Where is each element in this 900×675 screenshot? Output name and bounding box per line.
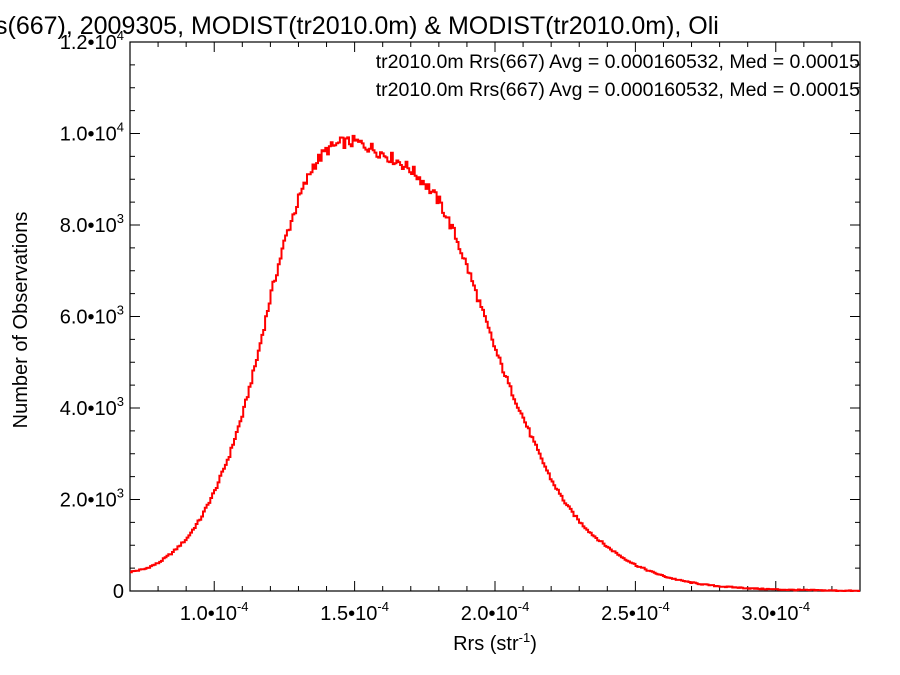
plot-border [129, 41, 861, 592]
legend-entry-black: tr2010.0m Rrs(667) Avg = 0.000160532, Me… [376, 51, 860, 73]
x-tick-exponent: -4 [237, 599, 249, 614]
plot-area [129, 41, 861, 592]
x-tick-exponent: -4 [799, 599, 811, 614]
x-tick-exponent: -4 [518, 599, 530, 614]
y-axis-title: Number of Observations [10, 212, 32, 429]
y-axis: 0 2.0•103 4.0•103 6.0•103 8.0•103 1.0•104 1.2•… [60, 28, 860, 603]
x-axis-title-main: Rrs (str [453, 633, 519, 655]
y-tick-exponent: 3 [117, 486, 124, 501]
series-layer [130, 134, 860, 592]
y-tick-label: 8.0•103 [60, 211, 124, 237]
x-tick-label: 1.0•10-4 [180, 599, 249, 625]
y-tick-label: 1.0•104 [60, 120, 124, 146]
y-tick-label: 4.0•103 [60, 394, 124, 420]
y-tick-exponent: 3 [117, 394, 124, 409]
y-tick-exponent: 3 [117, 211, 124, 226]
x-tick-exponent: -4 [658, 599, 670, 614]
chart-title: s(667), 2009305, MODIST(tr2010.0m) & MOD… [0, 12, 719, 40]
x-tick-label: 3.0•10-4 [741, 599, 810, 625]
x-tick-label: 1.5•10-4 [320, 599, 389, 625]
y-tick-label: 2.0•103 [60, 486, 124, 512]
y-tick-label: 6.0•103 [60, 303, 124, 329]
y-tick-exponent: 4 [117, 120, 124, 135]
x-axis: 1.0•10-4 1.5•10-4 2.0•10-4 2.5•10-4 3.0•10-4 [129, 42, 861, 625]
x-axis-title-close: ) [530, 633, 537, 655]
x-axis-title: Rrs (str-1) [453, 630, 537, 655]
x-tick-label: 2.5•10-4 [601, 599, 670, 625]
y-tick-exponent: 4 [117, 28, 124, 43]
x-tick-label: 2.0•10-4 [461, 599, 530, 625]
histogram-series-0 [130, 134, 860, 592]
legend-entry-red: tr2010.0m Rrs(667) Avg = 0.000160532, Me… [376, 79, 860, 101]
y-tick-label: 1.2•104 [60, 28, 124, 54]
y-tick-label: 0 [113, 581, 124, 603]
y-tick-exponent: 3 [117, 303, 124, 318]
x-tick-exponent: -4 [377, 599, 389, 614]
x-axis-title-exp: -1 [519, 630, 531, 645]
